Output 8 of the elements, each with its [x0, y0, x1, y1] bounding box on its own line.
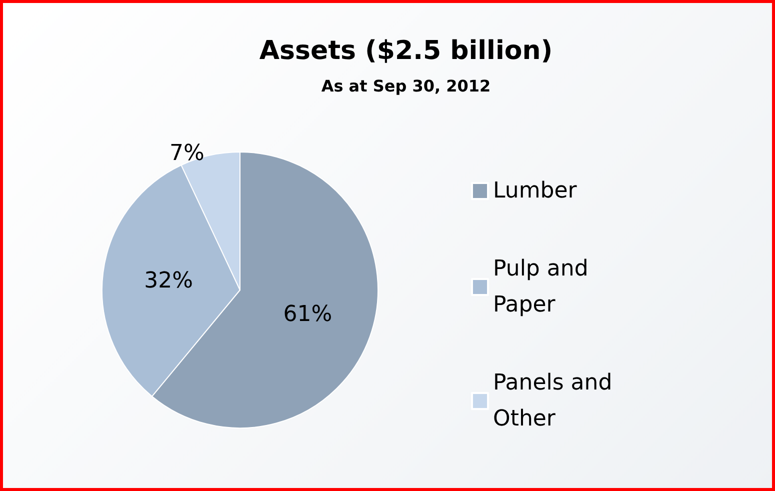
chart-title: Assets ($2.5 billion): [259, 36, 553, 66]
legend-label: Lumber: [493, 178, 578, 204]
legend-label: Pulp and Paper: [493, 256, 596, 318]
legend-label: Panels and Other: [493, 370, 620, 432]
chart-subtitle: As at Sep 30, 2012: [321, 76, 491, 96]
data-label: 61%: [283, 302, 332, 327]
data-label: 7%: [170, 140, 204, 166]
data-label: 32%: [144, 268, 194, 294]
